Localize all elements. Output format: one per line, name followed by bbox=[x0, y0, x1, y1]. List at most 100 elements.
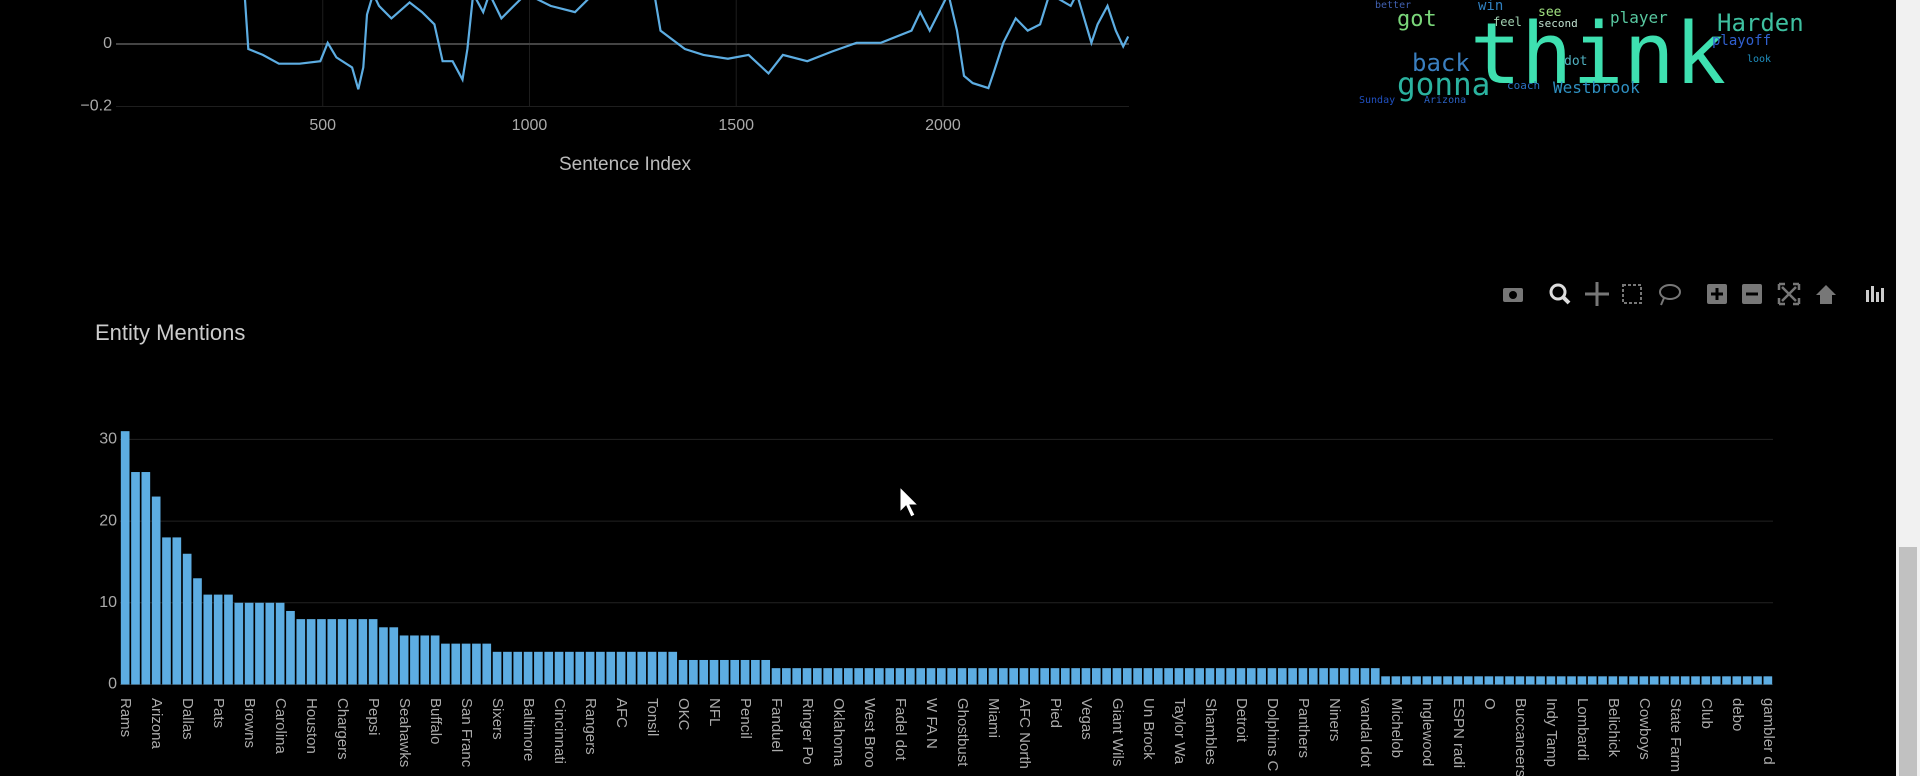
bar bbox=[1474, 676, 1483, 685]
x-tick-label: Shambles bbox=[1202, 698, 1219, 765]
word: win bbox=[1478, 0, 1503, 14]
x-tick-label: San Franc bbox=[458, 698, 475, 768]
bar bbox=[234, 602, 244, 685]
bar bbox=[802, 668, 812, 685]
bar bbox=[1236, 668, 1246, 685]
bar bbox=[296, 619, 306, 685]
bar bbox=[379, 627, 388, 685]
cursor bbox=[899, 485, 920, 518]
bar bbox=[1184, 668, 1194, 685]
bar bbox=[1422, 676, 1432, 685]
bar bbox=[1153, 668, 1163, 685]
bar bbox=[1133, 668, 1142, 685]
bar-chart: 0 10 20 30 Rams Arizona Dallas Pats Browns Caroli… bbox=[99, 431, 1777, 776]
bar bbox=[761, 659, 771, 685]
bar bbox=[730, 659, 740, 685]
scrollbar-thumb[interactable] bbox=[1899, 547, 1917, 776]
word: think bbox=[1470, 5, 1726, 104]
plotly-logo[interactable] bbox=[1866, 286, 1884, 302]
x-tick-label: Niners bbox=[1326, 698, 1343, 741]
bar bbox=[1308, 668, 1318, 685]
lasso-button[interactable] bbox=[1659, 284, 1681, 306]
bar bbox=[554, 651, 564, 685]
word: look bbox=[1747, 54, 1771, 65]
bar bbox=[844, 668, 853, 685]
word: see bbox=[1538, 5, 1562, 20]
bar bbox=[1629, 676, 1638, 685]
bar bbox=[1546, 676, 1556, 685]
bar bbox=[1205, 668, 1215, 685]
bar bbox=[606, 651, 616, 685]
bar bbox=[1660, 676, 1669, 685]
word: feel bbox=[1493, 15, 1522, 29]
y-tick-label: −0.2 bbox=[80, 98, 112, 115]
bar bbox=[1639, 676, 1649, 685]
zoom-in-button[interactable] bbox=[1707, 284, 1727, 304]
bar bbox=[1081, 668, 1091, 685]
x-tick-label: 1500 bbox=[718, 117, 754, 134]
bar bbox=[255, 602, 264, 685]
x-tick-label: Arizona bbox=[148, 698, 165, 750]
x-tick-label: Belichick bbox=[1605, 698, 1622, 758]
zoom-button[interactable] bbox=[1549, 283, 1571, 305]
x-tick-label: 1000 bbox=[512, 117, 548, 134]
x-tick-label: Giant Wils bbox=[1109, 698, 1126, 766]
bar bbox=[420, 635, 430, 685]
box-select-button[interactable] bbox=[1622, 284, 1642, 304]
bar bbox=[317, 619, 326, 685]
bar bbox=[1319, 668, 1328, 685]
line-chart: 500 1000 1500 2000 −0.2 0 bbox=[80, 0, 1129, 134]
x-tick-label: Club bbox=[1698, 698, 1715, 729]
bar bbox=[151, 496, 161, 685]
bar bbox=[224, 594, 233, 685]
bar bbox=[699, 659, 709, 685]
x-tick-label: W FA N bbox=[923, 698, 940, 749]
bar bbox=[162, 537, 171, 685]
x-tick-label: NFL bbox=[706, 698, 723, 726]
x-tick-label: Ghostbust bbox=[954, 698, 971, 767]
pan-button[interactable] bbox=[1585, 282, 1609, 306]
bar bbox=[213, 594, 223, 685]
bar bbox=[1577, 676, 1587, 685]
bar bbox=[720, 659, 729, 685]
x-tick-label: ESPN radi bbox=[1450, 698, 1467, 768]
bar bbox=[895, 668, 905, 685]
bar bbox=[585, 651, 595, 685]
bar bbox=[358, 619, 368, 685]
x-tick-label: Indy Tamp bbox=[1543, 698, 1560, 767]
x-tick-label: Buccaneers bbox=[1512, 698, 1529, 776]
x-tick-label: Baltimore bbox=[520, 698, 537, 761]
x-tick-label: AFC bbox=[613, 698, 630, 728]
word: coach bbox=[1507, 79, 1540, 92]
x-tick-label: Dolphins C bbox=[1264, 698, 1281, 772]
camera-button[interactable] bbox=[1503, 288, 1523, 302]
word: Sunday bbox=[1359, 95, 1395, 106]
y-tick-label: 0 bbox=[103, 35, 112, 52]
bar bbox=[1556, 676, 1566, 685]
x-tick-label: Miami bbox=[985, 698, 1002, 738]
bar bbox=[1288, 668, 1297, 685]
autoscale-button[interactable] bbox=[1777, 282, 1801, 306]
bar bbox=[1329, 668, 1339, 685]
y-tick-label: 20 bbox=[99, 512, 117, 529]
bar bbox=[1515, 676, 1525, 685]
bar bbox=[689, 659, 698, 685]
zoom-out-button[interactable] bbox=[1742, 284, 1762, 304]
x-tick-label: Inglewood bbox=[1419, 698, 1436, 766]
word: gonna bbox=[1397, 67, 1490, 103]
x-tick-label: Cowboys bbox=[1636, 698, 1653, 760]
bar bbox=[1536, 676, 1545, 685]
bar bbox=[472, 643, 481, 685]
bar bbox=[1598, 676, 1607, 685]
bar bbox=[482, 643, 492, 685]
word: better bbox=[1375, 0, 1411, 11]
x-tick-label: Un Brock bbox=[1140, 698, 1157, 760]
bar bbox=[1164, 668, 1173, 685]
x-tick-label: Ringer Po bbox=[799, 698, 816, 765]
x-tick-label: Vegas bbox=[1078, 698, 1095, 740]
bar bbox=[1257, 668, 1266, 685]
reset-button[interactable] bbox=[1816, 285, 1836, 304]
bar bbox=[286, 610, 295, 685]
